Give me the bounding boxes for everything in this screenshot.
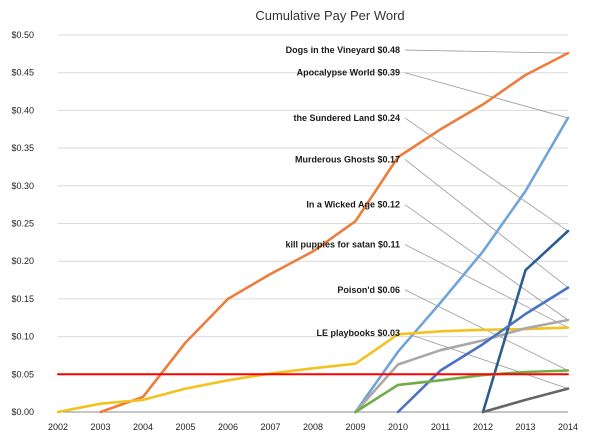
series-line-3 xyxy=(56,326,570,414)
annotation-label: Poison'd $0.06 xyxy=(337,285,400,295)
x-tick-label: 2014 xyxy=(558,422,578,432)
x-tick-label: 2005 xyxy=(175,422,195,432)
series-line-2 xyxy=(354,116,570,414)
annotation-leader xyxy=(404,49,569,54)
annotation-label: LE playbooks $0.03 xyxy=(316,328,400,338)
annotation-label: Murderous Ghosts $0.17 xyxy=(295,154,400,164)
annotation-label: In a Wicked Age $0.12 xyxy=(306,200,400,210)
y-tick-label: $0.00 xyxy=(11,407,34,417)
annotation-label: kill puppies for satan $0.11 xyxy=(285,240,400,250)
series-line-7 xyxy=(354,369,570,414)
y-tick-label: $0.45 xyxy=(11,68,34,78)
x-tick-label: 2002 xyxy=(48,422,68,432)
annotation-labels: Dogs in the Vineyard $0.48 Apocalypse Wor… xyxy=(285,45,400,338)
y-tick-label: $0.10 xyxy=(11,332,34,342)
y-tick-label: $0.30 xyxy=(11,181,34,191)
y-tick-label: $0.05 xyxy=(11,369,34,379)
series-line-5 xyxy=(481,229,570,414)
annotation-leader xyxy=(404,332,569,390)
y-tick-label: $0.40 xyxy=(11,105,34,115)
annotation-label: Apocalypse World $0.39 xyxy=(297,68,400,78)
series-line-6 xyxy=(396,286,570,414)
series-lines xyxy=(56,51,570,414)
annotation-leaders xyxy=(404,49,569,390)
annotation-label: the Sundered Land $0.24 xyxy=(293,113,400,123)
annotation-label: Dogs in the Vineyard $0.48 xyxy=(286,45,400,55)
x-tick-label: 2007 xyxy=(260,422,280,432)
annotation-leader xyxy=(404,204,569,321)
chart-title: Cumulative Pay Per Word xyxy=(255,8,404,23)
grid xyxy=(58,34,568,375)
axes: $0.00 $0.05 $0.10 $0.15 $0.20 $0.25 $0.30 $0.35… xyxy=(11,30,578,432)
series-line-4 xyxy=(354,318,570,414)
x-tick-label: 2008 xyxy=(303,422,323,432)
y-tick-label: $0.35 xyxy=(11,143,34,153)
x-tick-label: 2013 xyxy=(515,422,535,432)
series-line-8 xyxy=(481,387,570,414)
series-line-1 xyxy=(99,51,570,414)
annotation-leader xyxy=(404,244,569,328)
y-tick-label: $0.15 xyxy=(11,294,34,304)
x-tick-label: 2003 xyxy=(90,422,110,432)
x-tick-label: 2012 xyxy=(473,422,493,432)
y-tick-label: $0.50 xyxy=(11,30,34,40)
x-tick-label: 2010 xyxy=(388,422,408,432)
annotation-leader xyxy=(404,117,569,232)
y-tick-label: $0.20 xyxy=(11,256,34,266)
annotation-leader xyxy=(404,72,569,119)
annotation-leader xyxy=(404,159,569,288)
y-tick-label: $0.25 xyxy=(11,219,34,229)
x-tick-label: 2004 xyxy=(133,422,153,432)
x-tick-label: 2006 xyxy=(218,422,238,432)
x-tick-label: 2009 xyxy=(345,422,365,432)
x-tick-label: 2011 xyxy=(431,422,450,432)
